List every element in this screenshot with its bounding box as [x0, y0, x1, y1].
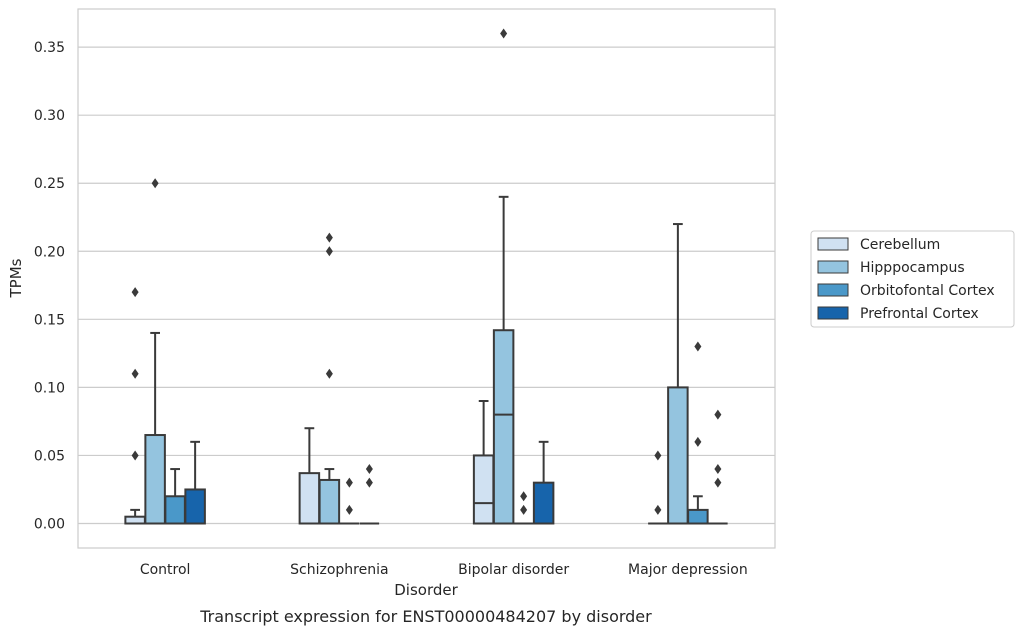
- y-tick-label: 0.35: [34, 40, 65, 56]
- y-tick-label: 0.20: [34, 244, 65, 260]
- box-body: [472, 454, 495, 525]
- outlier-point: [365, 464, 373, 475]
- x-axis-label: Disorder: [394, 581, 458, 599]
- box-prefrontal-cortex: [184, 440, 206, 525]
- outlier-point: [131, 287, 139, 298]
- box-body: [532, 481, 555, 525]
- box-body: [687, 508, 709, 525]
- box-body: [184, 488, 206, 525]
- y-tick-label: 0.05: [34, 448, 65, 464]
- box-hipppocampus: [144, 178, 166, 525]
- legend-swatch: [817, 237, 849, 251]
- y-tick-label: 0.10: [34, 380, 65, 396]
- box-orbitofontal-cortex: [513, 491, 534, 525]
- legend: Cerebellum Hipppocampus Orbitofontal Corte…: [810, 230, 1015, 328]
- y-tick-label: 0.00: [34, 517, 65, 533]
- legend-swatch: [817, 283, 849, 297]
- box-body: [164, 495, 186, 525]
- legend-swatch: [817, 306, 849, 320]
- legend-label: Prefrontal Cortex: [860, 306, 979, 322]
- box-body: [492, 329, 515, 525]
- box-body: [667, 386, 689, 525]
- figure-caption: Transcript expression for ENST0000048420…: [199, 607, 652, 626]
- box-body: [124, 515, 146, 525]
- legend-label: Orbitofontal Cortex: [860, 283, 995, 299]
- box-cerebellum: [648, 450, 668, 525]
- box-prefrontal-cortex: [359, 464, 380, 525]
- outlier-point: [654, 504, 662, 515]
- outlier-point: [151, 178, 159, 189]
- legend-label: Cerebellum: [860, 237, 940, 253]
- box-orbitofontal-cortex: [687, 341, 709, 525]
- box-body: [144, 434, 166, 525]
- y-tick-label: 0.30: [34, 108, 65, 124]
- y-tick-label: 0.25: [34, 176, 65, 192]
- outlier-point: [345, 477, 353, 488]
- box-orbitofontal-cortex: [339, 477, 360, 525]
- box-cerebellum: [472, 400, 495, 525]
- outlier-point: [365, 477, 373, 488]
- outlier-point: [325, 246, 333, 257]
- outlier-point: [714, 409, 722, 420]
- outlier-point: [654, 450, 662, 461]
- outlier-point: [520, 504, 528, 515]
- x-tick-label: Control: [140, 562, 191, 578]
- outlier-point: [500, 28, 508, 39]
- outlier-point: [714, 464, 722, 475]
- legend-swatch: [817, 260, 849, 274]
- outlier-point: [345, 504, 353, 515]
- y-axis-label: TPMs: [7, 258, 25, 298]
- outlier-point: [520, 491, 528, 502]
- x-tick-label: Schizophrenia: [290, 562, 388, 578]
- box-hipppocampus: [492, 28, 515, 525]
- x-tick-label: Major depression: [628, 562, 748, 578]
- outlier-point: [694, 436, 702, 447]
- x-tick-label: Bipolar disorder: [458, 562, 569, 578]
- box-body: [318, 478, 341, 525]
- outlier-point: [694, 341, 702, 352]
- x-tick-labels: Control Schizophrenia Bipolar disorder Majo…: [140, 562, 748, 578]
- box-series: [124, 28, 728, 525]
- y-tick-label: 0.15: [34, 312, 65, 328]
- box-orbitofontal-cortex: [164, 468, 186, 525]
- box-prefrontal-cortex: [532, 440, 555, 525]
- outlier-point: [714, 477, 722, 488]
- box-hipppocampus: [318, 232, 341, 525]
- box-prefrontal-cortex: [708, 409, 728, 525]
- plot-frame: [77, 8, 776, 549]
- outlier-point: [325, 232, 333, 243]
- y-tick-labels: 0.00 0.05 0.10 0.15 0.20 0.25 0.30 0.35: [34, 40, 65, 532]
- outlier-point: [131, 368, 139, 379]
- outlier-point: [131, 450, 139, 461]
- box-body: [298, 472, 321, 525]
- legend-label: Hipppocampus: [860, 260, 965, 276]
- outlier-point: [325, 368, 333, 379]
- box-hipppocampus: [667, 223, 689, 525]
- legend-frame: [810, 230, 1015, 328]
